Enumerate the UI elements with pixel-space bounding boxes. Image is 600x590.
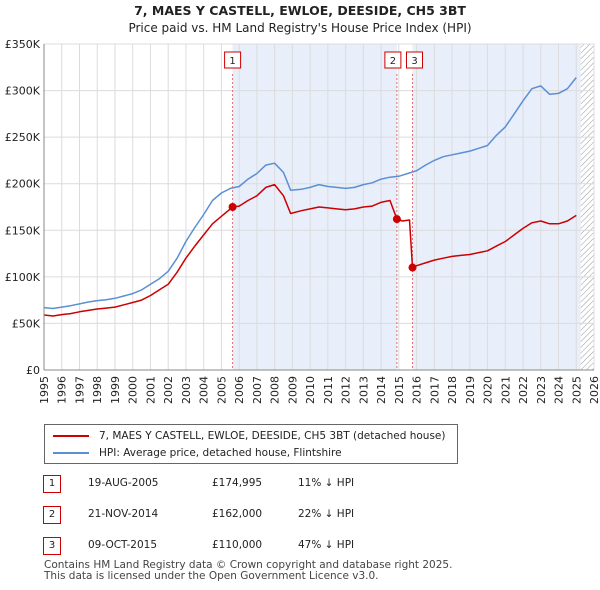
price-chart: 1 2 3 £0 £50K £100K £150K £200K £250K £300K £350K… <box>5 38 600 404</box>
sale-badge-label: 3 <box>411 56 417 67</box>
transaction-row: 1 19-AUG-2005 £174,995 11% ↓ HPI <box>0 475 600 497</box>
sale-points <box>228 203 417 272</box>
transaction-hpi-diff: 11% ↓ HPI <box>298 477 355 489</box>
x-tick-label: 2012 <box>340 376 353 404</box>
sale-badge-box <box>384 51 402 69</box>
transaction-price: £162,000 <box>212 508 263 520</box>
transaction-row: 3 09-OCT-2015 £110,000 47% ↓ HPI <box>0 537 600 559</box>
legend-item-property: 7, MAES Y CASTELL, EWLOE, DEESIDE, CH5 3… <box>53 428 445 444</box>
transaction-number: 2 <box>43 506 61 524</box>
x-tick-label: 2024 <box>553 376 566 404</box>
sale-badges: 1 2 3 <box>224 51 423 69</box>
y-tick-label: £200K <box>5 178 41 191</box>
x-tick-label: 2006 <box>233 376 246 404</box>
y-tick-label: £250K <box>5 131 41 144</box>
x-tick-label: 2019 <box>464 376 477 404</box>
hatched-region <box>580 44 594 370</box>
series-lines <box>44 77 577 317</box>
x-tick-label: 2026 <box>588 376 600 404</box>
transaction-date: 19-AUG-2005 <box>88 477 159 489</box>
x-tick-label: 1997 <box>73 376 86 404</box>
y-tick-label: £150K <box>5 224 41 237</box>
shaded-region <box>412 44 581 370</box>
legend-label-hpi: HPI: Average price, detached house, Flin… <box>99 447 342 459</box>
x-tick-label: 2013 <box>357 376 370 404</box>
shaded-ownership-regions <box>232 44 594 370</box>
transaction-row: 2 21-NOV-2014 £162,000 22% ↓ HPI <box>0 506 600 528</box>
x-tick-label: 2008 <box>269 376 282 404</box>
x-tick-label: 2023 <box>535 376 548 404</box>
x-tick-labels: 1995 1996 1997 1998 1999 2000 2001 2002 2003 2004… <box>38 376 600 404</box>
footer-line-2: This data is licensed under the Open Gov… <box>44 570 379 582</box>
legend-item-hpi: HPI: Average price, detached house, Flin… <box>53 445 342 461</box>
sale-badge-box <box>406 51 423 69</box>
hpi-line <box>44 77 577 310</box>
x-tick-label: 1996 <box>56 376 69 404</box>
sale-badge-label: 2 <box>390 56 396 67</box>
x-tick-label: 2025 <box>570 376 583 404</box>
x-tick-label: 2007 <box>251 376 264 404</box>
sale-badge-box <box>224 51 242 69</box>
footer-line-1: Contains HM Land Registry data © Crown c… <box>44 559 453 571</box>
axes <box>43 44 594 371</box>
x-tick-label: 2022 <box>517 376 530 404</box>
transaction-number: 1 <box>43 475 61 493</box>
x-tick-label: 2018 <box>446 376 459 404</box>
y-tick-label: £300K <box>5 85 41 98</box>
sale-point <box>228 203 237 212</box>
sale-point <box>408 263 417 272</box>
x-tick-label: 2004 <box>198 376 211 404</box>
sale-point <box>392 215 401 224</box>
x-tick-label: 2014 <box>375 376 388 404</box>
x-tick-label: 2001 <box>144 376 157 404</box>
y-tick-label: £100K <box>5 271 41 284</box>
x-tick-label: 2020 <box>482 376 495 404</box>
x-tick-label: 2000 <box>127 376 140 404</box>
transaction-date: 09-OCT-2015 <box>88 539 157 551</box>
transaction-price: £110,000 <box>212 539 263 551</box>
transaction-hpi-diff: 47% ↓ HPI <box>298 539 355 551</box>
chart-title: 7, MAES Y CASTELL, EWLOE, DEESIDE, CH5 3… <box>134 3 466 18</box>
x-tick-label: 2005 <box>215 376 228 404</box>
legend-swatch-hpi <box>53 452 89 454</box>
property-price-line <box>44 183 577 317</box>
transaction-date: 21-NOV-2014 <box>88 508 159 520</box>
x-tick-label: 2010 <box>304 376 317 404</box>
x-tick-label: 2011 <box>322 376 335 404</box>
y-tick-labels: £0 £50K £100K £150K £200K £250K £300K £350K <box>5 38 41 377</box>
x-tick-label: 1999 <box>109 376 122 404</box>
legend-swatch-property <box>53 435 89 437</box>
x-tick-label: 1995 <box>38 376 51 404</box>
transaction-price: £174,995 <box>212 477 263 489</box>
x-tick-label: 2009 <box>286 376 299 404</box>
legend-label-property: 7, MAES Y CASTELL, EWLOE, DEESIDE, CH5 3… <box>99 430 446 442</box>
x-tick-label: 2015 <box>393 376 406 404</box>
footer-attribution: Contains HM Land Registry data © Crown c… <box>44 560 452 582</box>
y-tick-label: £50K <box>12 317 41 330</box>
legend: 7, MAES Y CASTELL, EWLOE, DEESIDE, CH5 3… <box>44 424 458 464</box>
x-tick-label: 2021 <box>499 376 512 404</box>
x-tick-label: 2017 <box>428 376 441 404</box>
chart-subtitle: Price paid vs. HM Land Registry's House … <box>128 21 472 35</box>
transaction-hpi-diff: 22% ↓ HPI <box>298 508 355 520</box>
x-tick-label: 2002 <box>162 376 175 404</box>
x-tick-label: 2016 <box>411 376 424 404</box>
x-tick-label: 1998 <box>91 376 104 404</box>
transaction-number: 3 <box>43 537 61 555</box>
y-tick-label: £350K <box>5 38 41 51</box>
y-tick-label: £0 <box>26 364 40 377</box>
x-tick-label: 2003 <box>180 376 193 404</box>
sale-badge-label: 1 <box>229 56 235 67</box>
